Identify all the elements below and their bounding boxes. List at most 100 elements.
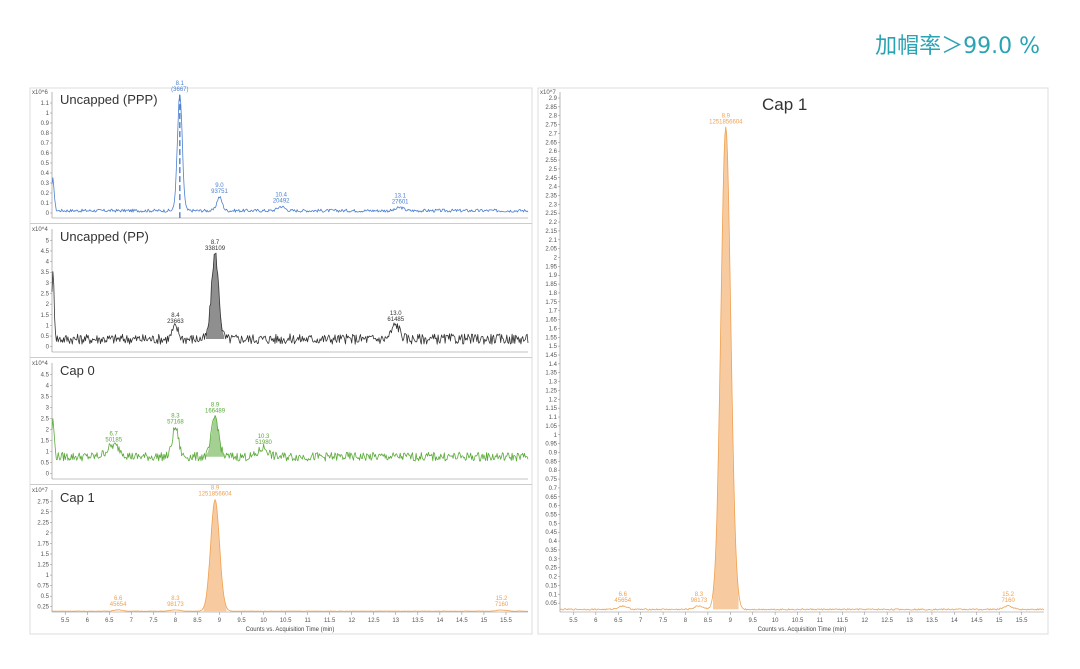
y-tick-label: 0.5 xyxy=(41,594,50,600)
peak-label: 10.3 xyxy=(258,434,270,440)
y-tick-label: 1 xyxy=(46,450,50,456)
peak-label: 8.3 xyxy=(695,592,704,598)
peak-label: 8.9 xyxy=(211,403,220,409)
peak-label: 166489 xyxy=(205,409,226,415)
right-frame xyxy=(537,87,1049,635)
headline: 加帽率＞99.0 % xyxy=(875,34,1040,59)
x-tick-label: 6 xyxy=(594,618,598,624)
x-tick-label: 10 xyxy=(772,618,779,624)
y-tick-label: 2.35 xyxy=(545,193,557,199)
x-tick-label: 15 xyxy=(996,618,1003,624)
y-tick-label: 0.25 xyxy=(545,566,557,572)
peak-label: 15.2 xyxy=(1002,592,1014,598)
signal-line xyxy=(52,499,529,612)
y-exponent-label: x10^7 xyxy=(32,488,48,494)
y-tick-label: 0.75 xyxy=(37,584,49,590)
peak-label: 45654 xyxy=(614,598,631,604)
peak-label: 9.0 xyxy=(215,183,224,189)
x-tick-label: 8 xyxy=(684,618,688,624)
x-tick-label: 14.5 xyxy=(971,618,983,624)
y-tick-label: 0.9 xyxy=(549,450,558,456)
x-tick-label: 9.5 xyxy=(237,618,246,624)
chart-panel-4: x10^7 0.05 0.1 0.15 0.2 0.25 0.3 0.35 0.4 0.45 0.5… xyxy=(540,90,1045,633)
x-tick-label: 10.5 xyxy=(792,618,804,624)
y-tick-label: 0 xyxy=(46,345,50,351)
y-tick-label: 1.55 xyxy=(545,335,557,341)
y-tick-label: 1.95 xyxy=(545,264,557,270)
y-tick-label: 0.65 xyxy=(545,495,557,501)
peak-label: 6.6 xyxy=(619,592,628,598)
y-tick-label: 0.8 xyxy=(41,131,50,137)
x-tick-label: 11.5 xyxy=(324,618,336,624)
y-tick-label: 2.45 xyxy=(545,176,557,182)
y-tick-label: 0.05 xyxy=(545,601,557,607)
x-tick-label: 6 xyxy=(86,618,90,624)
y-tick-label: 2.25 xyxy=(545,211,557,217)
peak-label: 23663 xyxy=(167,319,184,325)
y-tick-label: 0.75 xyxy=(545,477,557,483)
peak-label: 8.1 xyxy=(176,81,185,87)
y-tick-label: 3.5 xyxy=(41,395,50,401)
peak-label: 10.4 xyxy=(275,192,287,198)
peak-label: 6.6 xyxy=(114,596,123,602)
signal-line xyxy=(51,415,529,462)
y-tick-label: 1.1 xyxy=(549,415,558,421)
x-tick-label: 12 xyxy=(861,618,868,624)
y-tick-label: 1 xyxy=(46,573,50,579)
x-tick-label: 12.5 xyxy=(368,618,380,624)
y-tick-label: 0.7 xyxy=(549,486,558,492)
y-tick-label: 0.45 xyxy=(545,530,557,536)
y-tick-label: 0.5 xyxy=(549,521,558,527)
x-tick-label: 13 xyxy=(392,618,399,624)
x-tick-label: 9 xyxy=(729,618,733,624)
x-tick-label: 6.5 xyxy=(105,618,114,624)
peak-area-2 xyxy=(205,253,225,339)
peak-label: 15.2 xyxy=(496,596,508,602)
y-tick-label: 0.1 xyxy=(41,201,50,207)
y-tick-label: 1.75 xyxy=(545,300,557,306)
x-tick-label: 15.5 xyxy=(500,618,512,624)
peak-area-3 xyxy=(205,416,225,457)
y-tick-label: 2.75 xyxy=(545,123,557,129)
y-tick-label: 0.4 xyxy=(549,539,558,545)
y-tick-label: 0.3 xyxy=(549,557,558,563)
x-tick-label: 14 xyxy=(951,618,958,624)
y-tick-label: 0.25 xyxy=(37,605,49,611)
y-tick-label: 1.4 xyxy=(549,362,558,368)
y-tick-label: 0.6 xyxy=(41,151,50,157)
y-tick-label: 1.5 xyxy=(549,344,558,350)
y-tick-label: 1 xyxy=(46,323,50,329)
y-tick-label: 4.5 xyxy=(41,249,50,255)
y-tick-label: 5 xyxy=(46,238,50,244)
peak-label: 8.3 xyxy=(171,414,180,420)
x-tick-label: 11 xyxy=(817,618,824,624)
y-tick-label: 1.7 xyxy=(549,309,558,315)
x-axis-label: Counts vs. Acquisition Time (min) xyxy=(758,627,847,633)
y-tick-label: 2.5 xyxy=(41,510,50,516)
chart-panel-0: x10^6 0 0.1 0.2 0.3 0.4 0.5 0.6 0.7 0.8 0.9 1 1.1 Unc… xyxy=(32,81,529,219)
peak-label: 8.3 xyxy=(171,596,180,602)
y-tick-label: 1.5 xyxy=(41,552,50,558)
peak-label: 57168 xyxy=(167,420,184,426)
y-tick-label: 0.5 xyxy=(41,461,50,467)
y-tick-label: 0.7 xyxy=(41,141,50,147)
y-tick-label: 0.85 xyxy=(545,459,557,465)
y-tick-label: 1.75 xyxy=(37,541,49,547)
y-tick-label: 2.7 xyxy=(549,131,558,137)
x-tick-label: 7 xyxy=(130,618,134,624)
signal-line xyxy=(51,94,529,213)
chart-title: Cap 1 xyxy=(762,95,807,114)
x-tick-label: 5.5 xyxy=(569,618,578,624)
y-tick-label: 2.25 xyxy=(37,520,49,526)
y-tick-label: 2.2 xyxy=(549,220,558,226)
x-tick-label: 7.5 xyxy=(149,618,158,624)
y-tick-label: 1 xyxy=(46,111,50,117)
x-tick-label: 15 xyxy=(481,618,488,624)
x-tick-label: 8.5 xyxy=(193,618,202,624)
x-tick-label: 10.5 xyxy=(280,618,292,624)
chart-title: Cap 1 xyxy=(60,490,95,505)
peak-label: 13.0 xyxy=(390,311,402,317)
y-tick-label: 1.9 xyxy=(549,273,558,279)
